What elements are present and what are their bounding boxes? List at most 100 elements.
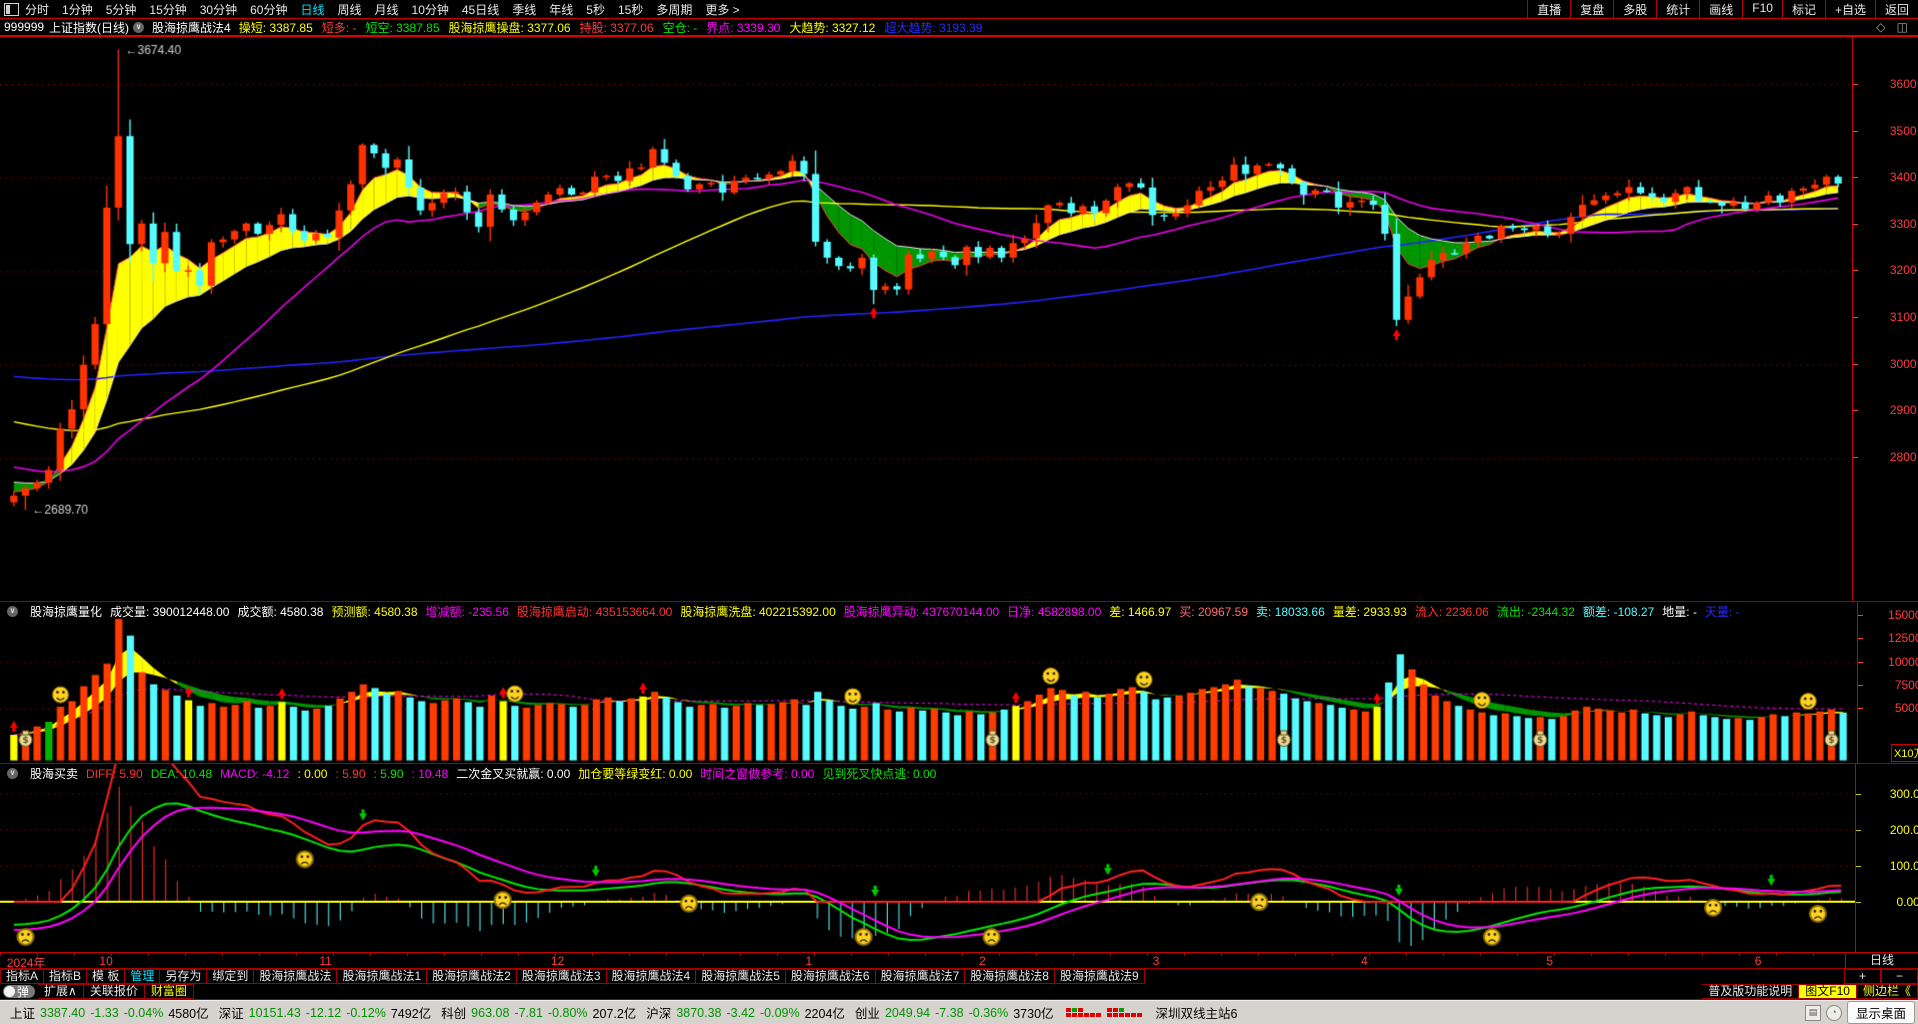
menu-item-统计[interactable]: 统计 [1656,0,1699,19]
menu-item-返回[interactable]: 返回 [1875,0,1918,19]
tab-股海掠鹰战法6[interactable]: 股海掠鹰战法6 [786,969,876,984]
tab-绑定到[interactable]: 绑定到 [207,969,254,984]
menu-item-周线[interactable]: 周线 [337,1,361,18]
menu-item-15秒[interactable]: 15秒 [618,1,643,18]
menu-item-分时[interactable]: 分时 [25,1,49,18]
clock-icon[interactable]: ◔ [1826,1005,1842,1021]
tab-扩展∧[interactable]: 扩展∧ [38,984,84,999]
axis-tick-label: 100.0 [1890,859,1918,873]
menu-item-F10[interactable]: F10 [1742,0,1782,19]
date-label: 2 [979,954,986,968]
axis-tick-label: 3600 [1890,77,1917,91]
field-短空: 短空: 3387.85 [365,19,439,36]
menu-item-+自选[interactable]: +自选 [1825,0,1875,19]
tab-财富圈[interactable]: 财富圈 [145,984,194,999]
tab-股海掠鹰战法4[interactable]: 股海掠鹰战法4 [607,969,697,984]
tab-侧边栏《[interactable]: 侧边栏《 [1857,984,1918,999]
menu-item-15分钟[interactable]: 15分钟 [149,1,186,18]
menu-item-5分钟[interactable]: 5分钟 [106,1,137,18]
tab-图文F10[interactable]: 图文F10 [1799,984,1857,999]
field-空仓: 空仓: - [663,19,698,36]
menu-item-年线[interactable]: 年线 [549,1,573,18]
title-corner-icons[interactable]: ◇ ◫ [1876,20,1918,34]
chevron-down-icon[interactable]: ∨ [7,606,18,617]
axis-tick [1858,662,1863,663]
candlestick-chart-canvas[interactable] [0,37,1852,601]
menu-item-1分钟[interactable]: 1分钟 [62,1,93,18]
field-超大趋势: 超大趋势: 3193.39 [884,19,982,36]
tab-股海掠鹰战法5[interactable]: 股海掠鹰战法5 [696,969,786,984]
tab-股海掠鹰战法2[interactable]: 股海掠鹰战法2 [427,969,517,984]
menu-item-季线[interactable]: 季线 [512,1,536,18]
tab-指标B[interactable]: 指标B [44,969,87,984]
menu-item-复盘[interactable]: 复盘 [1570,0,1613,19]
tab-另存为[interactable]: 另存为 [160,969,207,984]
tab-股海掠鹰战法9[interactable]: 股海掠鹰战法9 [1055,969,1145,984]
axis-tick [1856,866,1861,867]
show-desktop-button[interactable]: 显示桌面 [1847,1001,1915,1024]
tab-股海掠鹰战法[interactable]: 股海掠鹰战法 [254,969,337,984]
tab-股海掠鹰战法1[interactable]: 股海掠鹰战法1 [337,969,427,984]
volume-chart-canvas[interactable] [0,602,1857,763]
period-menu: 分时 1分钟 5分钟 15分钟 30分钟 60分钟日线周线月线 10分钟 45日线季线年线 5秒… [25,1,740,18]
menu-item-月线[interactable]: 月线 [375,1,399,18]
zoom-in-button[interactable]: + [1844,969,1881,984]
window-split-icon[interactable] [4,3,19,16]
index-name: 深证 [219,1003,244,1022]
tab-普及版功能说明[interactable]: 普及版功能说明 [1702,984,1799,999]
menu-item-直播[interactable]: 直播 [1527,0,1570,19]
axis-tick [1853,270,1858,271]
field-短多: 短多: - [322,19,357,36]
field-预测额: 预测额: 4580.38 [331,603,417,620]
menu-item-标记[interactable]: 标记 [1782,0,1825,19]
menu-item-多股[interactable]: 多股 [1613,0,1656,19]
menu-item-30分钟[interactable]: 30分钟 [200,1,237,18]
menu-item-更多 >[interactable]: 更多 > [705,1,739,18]
tab-指标A[interactable]: 指标A [0,969,44,984]
menu-item-45日线[interactable]: 45日线 [462,1,499,18]
date-label: 1 [806,954,813,968]
axis-tick-label: 3300 [1890,217,1917,231]
menu-item-日线[interactable]: 日线 [300,1,324,18]
axis-tick [1853,224,1858,225]
tab-股海掠鹰战法8[interactable]: 股海掠鹰战法8 [965,969,1055,984]
tab-模 板[interactable]: 模 板 [87,969,125,984]
period-indicator: 日线 [1845,952,1918,968]
axis-tick-label: 3100 [1890,310,1917,324]
menu-item-画线[interactable]: 画线 [1699,0,1742,19]
tab-股海掠鹰战法7[interactable]: 股海掠鹰战法7 [876,969,966,984]
axis-tick-label: 3500 [1890,124,1917,138]
menu-item-60分钟[interactable]: 60分钟 [250,1,287,18]
strategy-name: 股海掠鹰战法4 [152,19,231,36]
date-label: 6 [1755,954,1762,968]
date-label: 12 [551,954,564,968]
menu-item-5秒[interactable]: 5秒 [586,1,605,18]
macd-chart-canvas[interactable] [0,764,1855,952]
index-change: -12.12 [306,1006,341,1020]
axis-tick [1856,830,1861,831]
menu-item-10分钟[interactable]: 10分钟 [412,1,449,18]
tab-管理[interactable]: 管理 [125,969,160,984]
field-股海掠鹰启动: 股海掠鹰启动: 435153664.00 [517,603,672,620]
note-icon[interactable]: ▤ [1805,1005,1821,1021]
tab-关联报价[interactable]: 关联报价 [84,984,145,999]
popup-toggle-pill[interactable]: 弹 [3,985,35,998]
axis-tick [1853,457,1858,458]
date-label: 4 [1361,954,1368,968]
chevron-down-icon[interactable]: ∨ [133,22,144,33]
field-成交额: 成交额: 4580.38 [237,603,323,620]
chevron-down-icon[interactable]: ∨ [7,768,18,779]
field-流出: 流出: -2344.32 [1497,603,1575,620]
menu-item-多周期[interactable]: 多周期 [656,1,692,18]
tab-股海掠鹰战法3[interactable]: 股海掠鹰战法3 [517,969,607,984]
zoom-out-button[interactable]: − [1881,969,1918,984]
field-value: : 0.00 [297,767,327,781]
field-DIFF: DIFF: 5.90 [86,767,143,781]
